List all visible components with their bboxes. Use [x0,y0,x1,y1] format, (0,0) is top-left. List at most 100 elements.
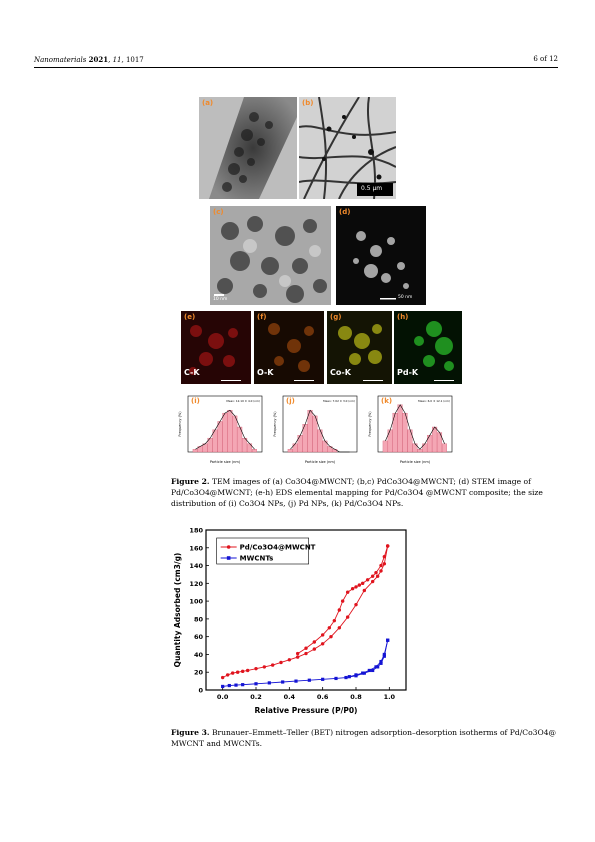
data-point [379,569,383,573]
data-point [267,681,271,685]
y-tick-label: 120 [189,580,203,588]
panel-label-b: (b) [302,99,314,107]
data-point [312,640,317,644]
data-point [357,583,362,587]
legend-marker [226,556,231,560]
histogram-panel-label: (k) [381,397,392,405]
histogram-x-label: Particle size (nm) [210,460,241,464]
tem-image-a: (a) [199,97,297,199]
data-point [334,676,338,681]
histogram-bar [307,410,313,453]
data-point [340,599,345,603]
figure-2-caption-line-3: distribution of (i) Co3O4 NPs, (j) Pd NP… [171,499,404,508]
panel-label-f: (f) [257,313,267,321]
data-point [345,590,350,594]
eds-map-e-graphic [181,311,251,384]
y-tick-label: 100 [189,598,203,606]
eds-map-h: (h) Pd-K [394,311,462,384]
histogram-bar [222,412,228,453]
journal-volume: 11 [112,56,122,64]
data-point [304,646,308,650]
histogram-x-label: Particle size (nm) [305,460,336,464]
bet-isotherm-chart: 0 20 40 60 80 100 120 140 160 180 0.0 0.2 0.4 0.6 0.8 1… [173,527,407,715]
data-point [376,665,380,669]
data-point [262,665,267,669]
data-point [307,678,311,682]
tem-image-b: (b) 0.5 μm [299,97,396,199]
data-point [360,581,365,586]
y-axis-label: Quantity Adsorbed (cm3/g) [173,553,182,668]
data-point [374,665,378,669]
data-point [327,626,332,630]
tem-image-c-graphic [210,206,331,305]
data-point [254,682,258,686]
x-axis-label: Relative Pressure (P/P0) [255,706,358,715]
data-point [386,638,390,642]
data-point [254,666,258,671]
page-number: 6 of 12 [533,55,558,63]
data-point [320,642,325,646]
data-point [370,574,375,578]
element-label-pd: Pd-K [397,368,419,377]
data-point [374,570,378,575]
data-point [227,683,231,688]
eds-map-f-graphic [254,311,324,384]
data-point [312,647,317,651]
scale-bar-c: 10 nm [213,297,228,302]
data-point [337,626,342,630]
panel-label-c: (c) [213,208,224,216]
y-tick-label: 20 [194,669,204,677]
eds-map-f: (f) O-K [254,311,324,384]
data-point [382,562,387,566]
panel-label-g: (g) [330,313,342,321]
data-point [220,675,225,680]
y-tick-label: 0 [198,687,203,695]
data-point [371,668,375,673]
y-tick-label: 60 [194,633,204,641]
x-tick-label: 0.2 [250,693,262,701]
data-point [245,668,250,673]
panel-label-a: (a) [202,99,214,107]
x-tick-label: 0.0 [217,693,229,701]
y-tick-label: 140 [189,562,203,570]
data-point [294,679,298,683]
data-point [337,608,342,612]
histogram-bar [441,443,447,453]
histogram-bar [382,440,388,453]
data-point [375,574,380,578]
figure-3-caption-line-1: Brunauer–Emmett–Teller (BET) nitrogen ad… [211,728,557,737]
data-point [240,669,245,674]
data-point [379,659,383,664]
element-label-c: C-K [184,368,200,377]
histogram-bar [417,449,423,453]
y-tick-label: 80 [194,615,204,623]
histogram-panel-label: (i) [191,397,200,405]
histogram-bar [422,443,428,453]
histogram-fit-curve [290,409,350,453]
histogram-bar [227,410,233,453]
eds-map-h-graphic [394,311,462,384]
histogram-bar [251,449,257,453]
data-point [281,680,285,684]
histogram-mean-label: Mean: 6.0 ± 12.1 (nm) [418,399,450,403]
article-number: 1017 [125,56,144,64]
data-point [241,683,245,687]
data-point [347,675,351,679]
figure-2-label: Figure 2. [171,477,210,486]
y-tick-label: 160 [189,544,203,552]
panel-label-e: (e) [184,313,196,321]
histogram-bar [312,415,318,453]
histogram-y-label: Frequency (%) [273,411,277,437]
x-tick-label: 1.0 [384,693,396,701]
data-point [362,588,367,593]
data-point [385,544,390,548]
data-point [361,671,365,675]
histogram-fit-curve [385,404,445,450]
element-label-o: O-K [257,368,274,377]
data-point [382,652,386,657]
histogram-panel-label: (j) [286,397,295,405]
histogram-bar [332,449,338,453]
figure-2-caption-line-2: Pd/Co3O4@MWCNT; (e-h) EDS elemental mapp… [171,488,543,497]
legend-marker [226,545,231,549]
histogram-bar [232,415,238,453]
